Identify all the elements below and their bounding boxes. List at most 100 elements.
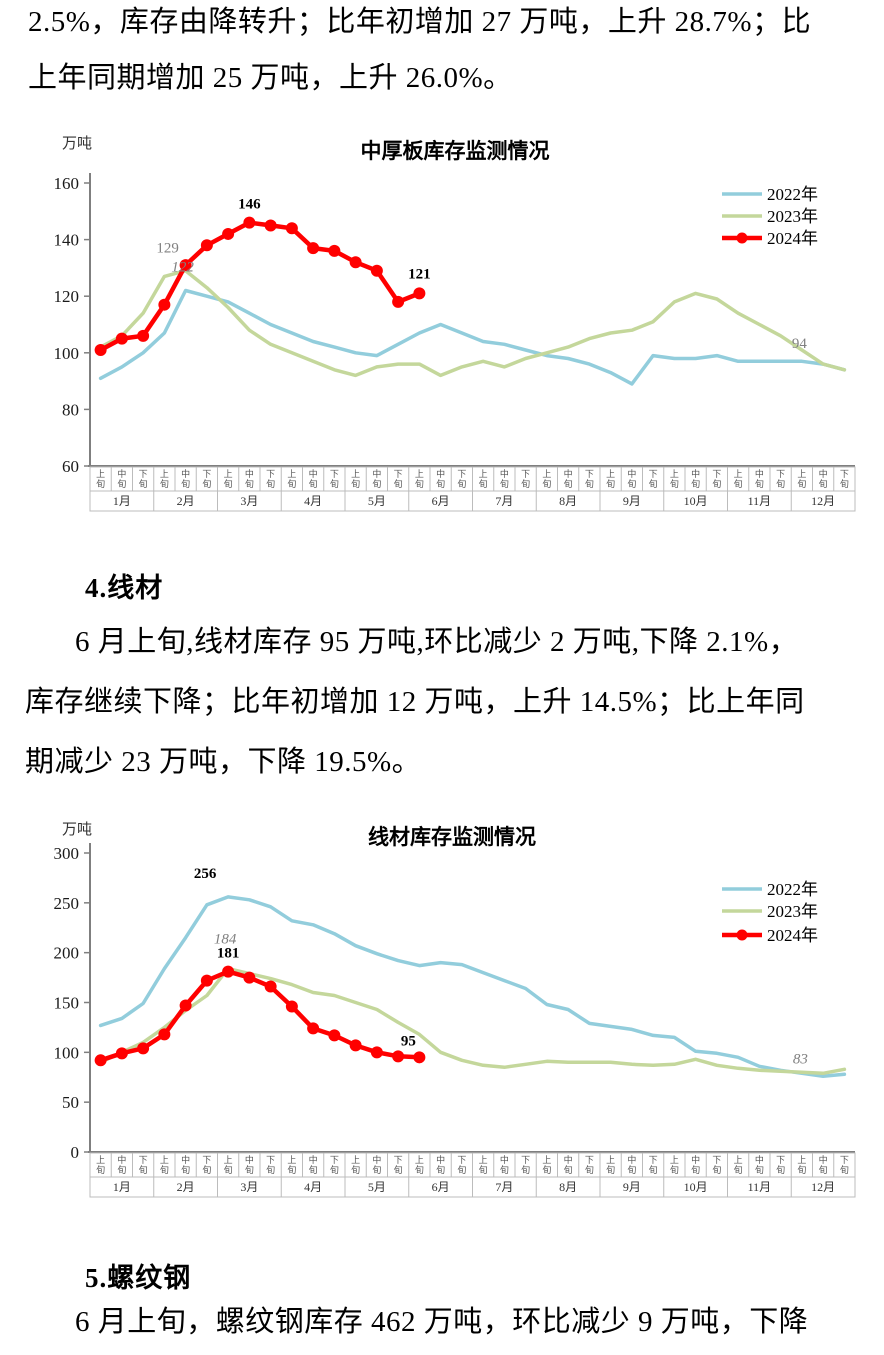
y-axis-unit-label: 万吨 [62, 135, 92, 152]
chart-title: 中厚板库存监测情况 [361, 139, 550, 163]
data-point-label: 146 [238, 197, 261, 213]
x-month-label: 10月 [684, 1180, 708, 1194]
y-axis-unit-label: 万吨 [62, 821, 92, 838]
data-point-marker [222, 965, 235, 978]
data-point-marker [179, 259, 192, 272]
x-tick-period-label: 下 [139, 469, 148, 479]
legend-marker [736, 929, 748, 941]
x-tick-period-label: 下 [585, 1155, 594, 1165]
x-month-label: 4月 [304, 1180, 322, 1194]
data-point-marker [264, 219, 277, 232]
chart-legend: 2022年 2023年 2024年 [722, 880, 818, 945]
x-tick-period-label: 中 [691, 1154, 700, 1165]
x-tick-period-label: 旬 [819, 478, 828, 489]
data-point-marker [328, 244, 341, 257]
x-tick-period-label: 旬 [287, 478, 296, 489]
x-tick-period-label: 旬 [415, 478, 424, 489]
x-tick-period-label: 旬 [457, 1164, 466, 1175]
x-tick-period-label: 中 [819, 468, 828, 479]
x-tick-period-label: 下 [266, 1155, 275, 1165]
x-tick-period-label: 上 [351, 469, 360, 479]
x-tick-period-label: 上 [224, 1155, 233, 1165]
x-tick-period-label: 上 [479, 1155, 488, 1165]
x-tick-period-label: 旬 [479, 1164, 488, 1175]
data-point-marker [243, 216, 256, 229]
x-month-label: 1月 [113, 1180, 131, 1194]
x-tick-period-label: 中 [627, 468, 636, 479]
chart-legend: 2022年 2023年 2024年 [722, 185, 818, 248]
y-tick-label: 0 [71, 1143, 80, 1162]
data-point-marker [200, 974, 213, 987]
series-2022年 [98, 895, 847, 1079]
data-point-marker [94, 343, 107, 356]
x-tick-period-label: 旬 [606, 478, 615, 489]
x-tick-period-label: 中 [245, 468, 254, 479]
x-month-label: 6月 [432, 494, 450, 508]
x-tick-period-label: 旬 [457, 478, 466, 489]
x-tick-period-label: 上 [670, 469, 679, 479]
x-axis: 上旬中旬下旬上旬中旬下旬上旬中旬下旬上旬中旬下旬上旬中旬下旬上旬中旬下旬上旬中旬… [88, 1151, 856, 1198]
x-tick-period-label: 中 [117, 468, 126, 479]
x-tick-period-label: 中 [755, 468, 764, 479]
x-tick-period-label: 中 [181, 1154, 190, 1165]
x-tick-period-label: 旬 [139, 478, 148, 489]
x-tick-period-label: 旬 [202, 478, 211, 489]
x-month-label: 1月 [113, 494, 131, 508]
x-tick-period-label: 旬 [479, 478, 488, 489]
data-point-marker [200, 239, 213, 252]
data-point-marker [285, 222, 298, 235]
x-month-label: 12月 [811, 494, 835, 508]
y-tick-label: 200 [54, 944, 80, 963]
x-tick-period-label: 上 [606, 469, 615, 479]
y-axis: 300 250 200 150 100 50 0 [54, 843, 91, 1162]
x-month-label: 7月 [495, 1180, 513, 1194]
legend-label: 2024年 [767, 229, 818, 248]
x-tick-period-label: 上 [670, 1155, 679, 1165]
x-tick-period-label: 旬 [160, 1164, 169, 1175]
x-tick-period-label: 旬 [245, 1164, 254, 1175]
x-tick-period-label: 上 [734, 469, 743, 479]
data-point-label: 129 [156, 241, 179, 257]
data-point-label: 184 [214, 932, 237, 948]
x-tick-period-label: 中 [564, 1154, 573, 1165]
x-tick-period-label: 旬 [712, 478, 721, 489]
x-tick-period-label: 旬 [776, 1164, 785, 1175]
data-point-marker [370, 1046, 383, 1059]
x-tick-period-label: 旬 [755, 1164, 764, 1175]
x-tick-period-label: 旬 [585, 1164, 594, 1175]
x-tick-period-label: 中 [181, 468, 190, 479]
x-tick-period-label: 旬 [287, 1164, 296, 1175]
x-month-label: 3月 [240, 1180, 258, 1194]
data-point-marker [137, 1042, 150, 1055]
series-2024年 [94, 965, 426, 1067]
text-line: 6 月上旬，螺纹钢库存 462 万吨，环比减少 9 万吨，下降 [75, 1306, 809, 1338]
x-tick-period-label: 旬 [224, 478, 233, 489]
data-point-marker [115, 332, 128, 345]
x-tick-period-label: 下 [649, 469, 658, 479]
data-point-marker [328, 1029, 341, 1042]
x-tick-period-label: 旬 [394, 1164, 403, 1175]
y-tick-label: 100 [54, 344, 80, 363]
y-axis: 160 140 120 100 80 60 [54, 173, 91, 476]
data-point-marker [243, 971, 256, 984]
data-point-marker [370, 264, 383, 277]
y-tick-label: 140 [54, 231, 80, 250]
x-tick-period-label: 上 [479, 469, 488, 479]
x-tick-period-label: 上 [160, 1155, 169, 1165]
x-tick-period-label: 旬 [564, 1164, 573, 1175]
x-tick-period-label: 旬 [372, 1164, 381, 1175]
x-tick-period-label: 旬 [627, 478, 636, 489]
x-tick-period-label: 旬 [415, 1164, 424, 1175]
x-tick-period-label: 中 [819, 1154, 828, 1165]
legend-label: 2023年 [767, 902, 818, 921]
x-tick-period-label: 中 [500, 468, 509, 479]
data-point-label: 95 [401, 1033, 416, 1049]
paragraph-rebar-summary: 6 月上旬，螺纹钢库存 462 万吨，环比减少 9 万吨，下降 [25, 1292, 808, 1352]
x-tick-period-label: 旬 [606, 1164, 615, 1175]
x-tick-period-label: 下 [776, 469, 785, 479]
y-tick-label: 250 [54, 894, 80, 913]
x-tick-period-label: 上 [287, 469, 296, 479]
x-tick-period-label: 旬 [649, 478, 658, 489]
x-tick-period-label: 上 [160, 469, 169, 479]
